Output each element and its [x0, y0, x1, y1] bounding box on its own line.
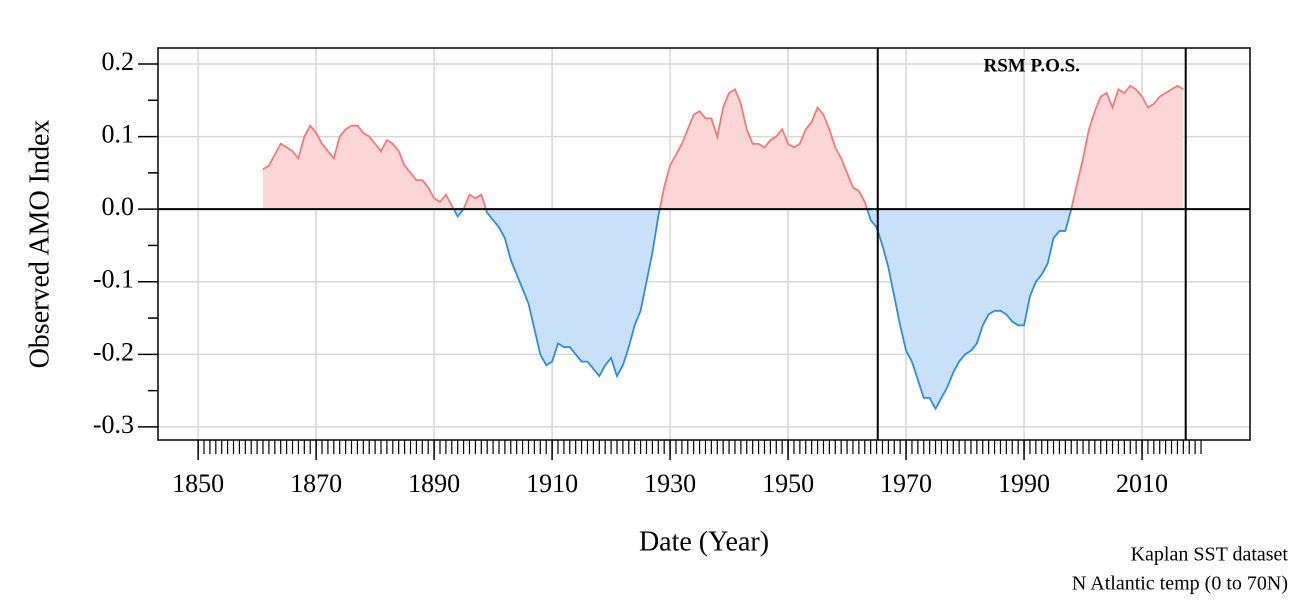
y-tick-label: 0.2: [102, 47, 135, 76]
x-tick-label: 1970: [880, 469, 932, 498]
area: [263, 209, 1184, 409]
x-tick-label: 1950: [762, 469, 814, 498]
x-tick-label: 1990: [998, 469, 1050, 498]
x-tick-label: 1850: [172, 469, 224, 498]
x-tick-label: 1930: [644, 469, 696, 498]
y-tick-label: -0.2: [93, 337, 134, 366]
area: [263, 85, 1184, 210]
y-axis-title: Observed AMO Index: [24, 120, 55, 369]
x-axis-title: Date (Year): [639, 526, 769, 557]
footnote: Kaplan SST dataset: [1131, 544, 1289, 566]
annotation: RSM P.O.S.: [983, 55, 1079, 76]
plot-frame: [157, 47, 1251, 441]
x-tick-label: 2010: [1116, 469, 1168, 498]
y-tick-label: -0.1: [93, 265, 134, 294]
x-tick-label: 1910: [526, 469, 578, 498]
x-tick-label: 1870: [290, 469, 342, 498]
y-tick-label: 0.0: [102, 192, 135, 221]
footnote: N Atlantic temp (0 to 70N): [1072, 573, 1288, 595]
line: [452, 209, 1073, 411]
y-tick-label: -0.3: [93, 410, 134, 439]
y-tick-label: 0.1: [102, 120, 135, 149]
x-tick-label: 1890: [408, 469, 460, 498]
line: [262, 84, 1184, 210]
